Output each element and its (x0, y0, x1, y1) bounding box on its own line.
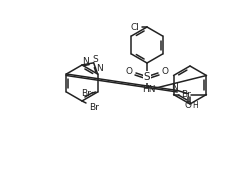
Text: N: N (171, 83, 178, 92)
Text: N: N (96, 65, 103, 74)
Text: Br: Br (182, 90, 191, 99)
Text: H: H (193, 101, 198, 110)
Text: S: S (93, 55, 99, 64)
Text: HN: HN (142, 85, 156, 94)
Text: Br: Br (81, 89, 91, 98)
Text: O: O (185, 101, 192, 110)
Text: N: N (82, 57, 89, 66)
Text: O: O (126, 67, 133, 76)
Text: S: S (144, 72, 150, 82)
Text: O: O (161, 67, 168, 76)
Text: Br: Br (89, 103, 99, 112)
Text: Cl: Cl (130, 22, 139, 31)
